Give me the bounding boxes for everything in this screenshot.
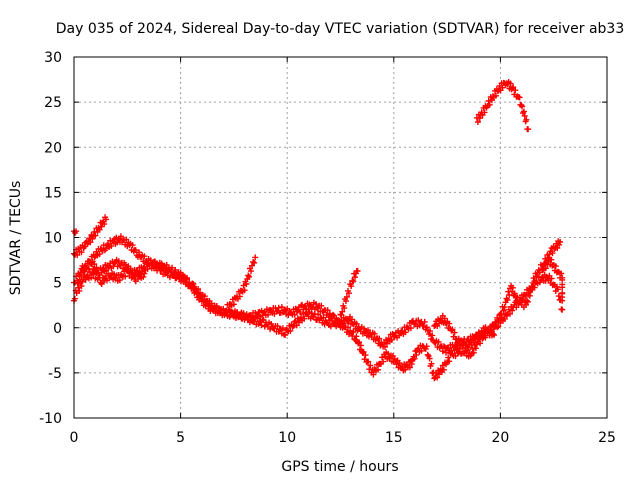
y-tick-label: 30 [44, 50, 62, 66]
x-tick-label: 15 [385, 430, 403, 446]
x-tick-label: 0 [70, 430, 79, 446]
plot-frame [73, 56, 608, 419]
y-tick-label: 0 [53, 321, 62, 337]
x-tick-label: 10 [278, 430, 296, 446]
grid [73, 56, 608, 419]
series-track-d [75, 267, 148, 294]
data-points [71, 79, 566, 382]
y-tick-label: 20 [44, 140, 62, 156]
data-point-markers [224, 254, 259, 313]
y-tick-label: -5 [48, 366, 62, 382]
series-track-a-start [71, 228, 80, 236]
series-late-cluster [431, 312, 497, 351]
data-point-markers [473, 79, 532, 133]
data-point-markers [71, 233, 564, 382]
series-spike-8h [224, 254, 259, 313]
series-spike-13h [337, 267, 361, 318]
y-tick-label: 15 [44, 185, 62, 201]
y-tick-label: 5 [53, 276, 62, 292]
series-track-b [71, 233, 564, 382]
data-point-markers [337, 267, 361, 318]
data-point-markers [431, 312, 497, 351]
chart-title: Day 035 of 2024, Sidereal Day-to-day VTE… [56, 21, 625, 37]
y-tick-label: 25 [44, 95, 62, 111]
series-tail-23h [540, 254, 566, 304]
data-point-markers [71, 228, 80, 236]
data-point-markers [540, 254, 566, 304]
series-arc-20h [473, 79, 532, 133]
x-tick-label: 20 [491, 430, 509, 446]
x-tick-label: 5 [176, 430, 185, 446]
y-axis-label: SDTVAR / TECUs [8, 181, 24, 296]
tick-labels: 0 5 10 15 20 25 -10 -5 0 5 10 15 20 25 30 [39, 50, 616, 446]
y-tick-label: 10 [44, 231, 62, 247]
x-axis-label: GPS time / hours [281, 459, 398, 475]
y-tick-label: -10 [39, 411, 62, 427]
x-tick-label: 25 [598, 430, 616, 446]
data-point-markers [75, 267, 148, 294]
